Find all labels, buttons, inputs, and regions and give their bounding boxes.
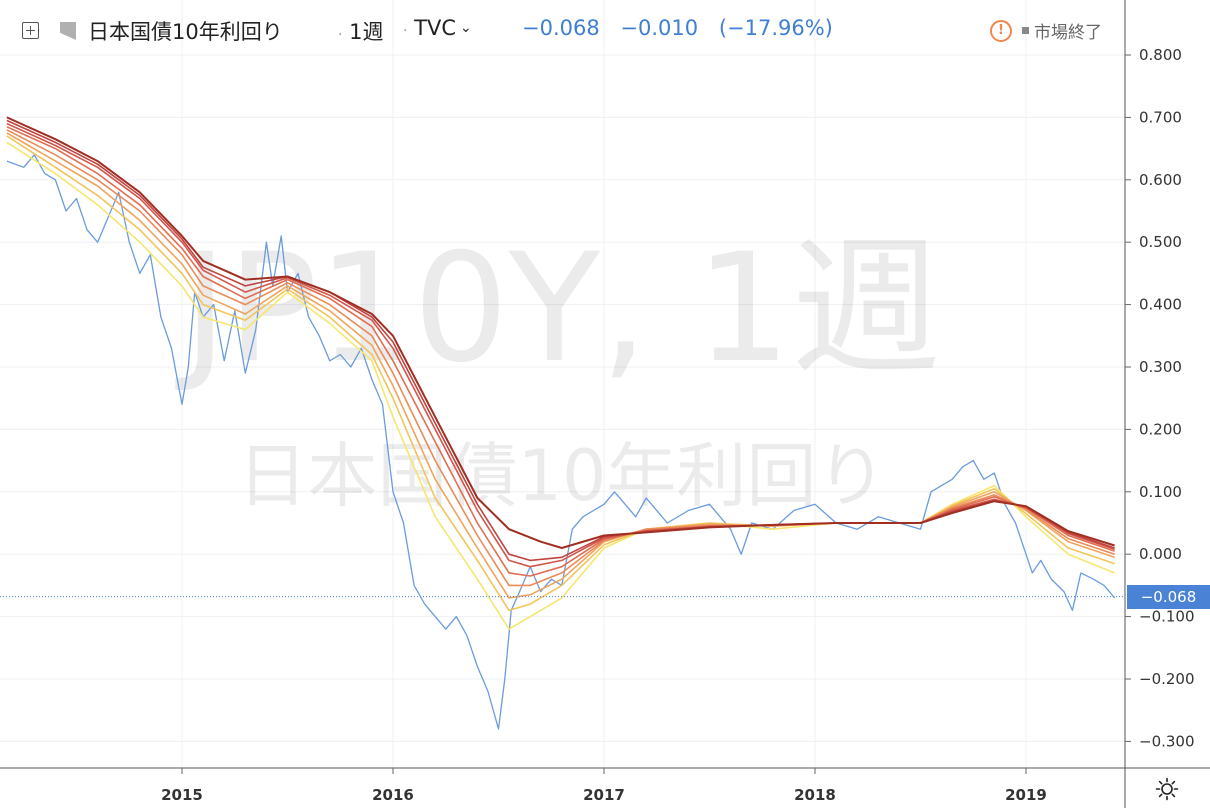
- gear-icon[interactable]: [1155, 777, 1179, 801]
- watermark-title: 日本国債10年利回り: [237, 435, 886, 517]
- flag-icon[interactable]: [60, 22, 76, 40]
- series-line-ma-6: [6, 122, 1115, 568]
- market-status[interactable]: ! 市場終了: [990, 18, 1102, 43]
- quote-values: −0.068 −0.010 (−17.96%): [522, 16, 847, 40]
- x-tick-label: 2017: [583, 786, 625, 804]
- y-tick-label: 0.400: [1139, 296, 1182, 314]
- x-tick-label: 2019: [1005, 786, 1047, 804]
- exchange-value: TVC: [414, 16, 456, 40]
- y-tick-label: 0.700: [1139, 108, 1182, 126]
- market-status-text: 市場終了: [1034, 23, 1102, 43]
- y-tick-label: 0.800: [1139, 46, 1182, 64]
- watermark-symbol: JP10Y, 1週: [175, 222, 941, 396]
- chart-header: 日本国債10年利回り · 1週 · TVC ⌄ −0.068 −0.010 (−1…: [0, 0, 1125, 60]
- chevron-down-icon[interactable]: ⌄: [460, 20, 472, 36]
- x-tick-label: 2018: [794, 786, 836, 804]
- x-tick-label: 2015: [161, 786, 203, 804]
- price-axis[interactable]: 0.800 0.700 0.600 0.500 0.400 0.300 0.200 0.100…: [1125, 46, 1195, 750]
- separator-2: ·: [403, 23, 408, 39]
- y-tick-label: 0.600: [1139, 171, 1182, 189]
- change-value: −0.010: [620, 16, 699, 40]
- interval-label[interactable]: · 1週: [338, 16, 384, 46]
- exclamation-circle-icon[interactable]: !: [990, 19, 1012, 42]
- symbol-title[interactable]: 日本国債10年利回り: [88, 20, 283, 44]
- y-tick-label: −0.300: [1139, 732, 1195, 750]
- y-tick-label: 0.200: [1139, 420, 1182, 438]
- interval-value: 1週: [349, 20, 384, 44]
- y-tick-label: −0.200: [1139, 670, 1195, 688]
- last-price-badge: −0.068: [1127, 584, 1210, 609]
- y-tick-label: 0.000: [1139, 545, 1182, 563]
- last-value: −0.068: [522, 16, 600, 40]
- plus-square-icon[interactable]: [22, 22, 39, 39]
- y-tick-label: 0.100: [1139, 483, 1182, 501]
- exchange-label[interactable]: · TVC ⌄: [403, 16, 472, 40]
- x-tick-label: 2016: [372, 786, 414, 804]
- status-dot-icon: [1022, 27, 1029, 34]
- time-axis[interactable]: 2015 2016 2017 2018 2019: [161, 768, 1047, 804]
- y-tick-label: −0.100: [1139, 608, 1195, 626]
- change-percent: (−17.96%): [718, 16, 833, 40]
- series-group: [6, 116, 1116, 730]
- y-tick-label: 0.300: [1139, 358, 1182, 376]
- series-line-ma-8: [6, 116, 1115, 549]
- separator: ·: [338, 27, 343, 43]
- y-tick-label: 0.500: [1139, 233, 1182, 251]
- series-line-price: [6, 154, 1116, 730]
